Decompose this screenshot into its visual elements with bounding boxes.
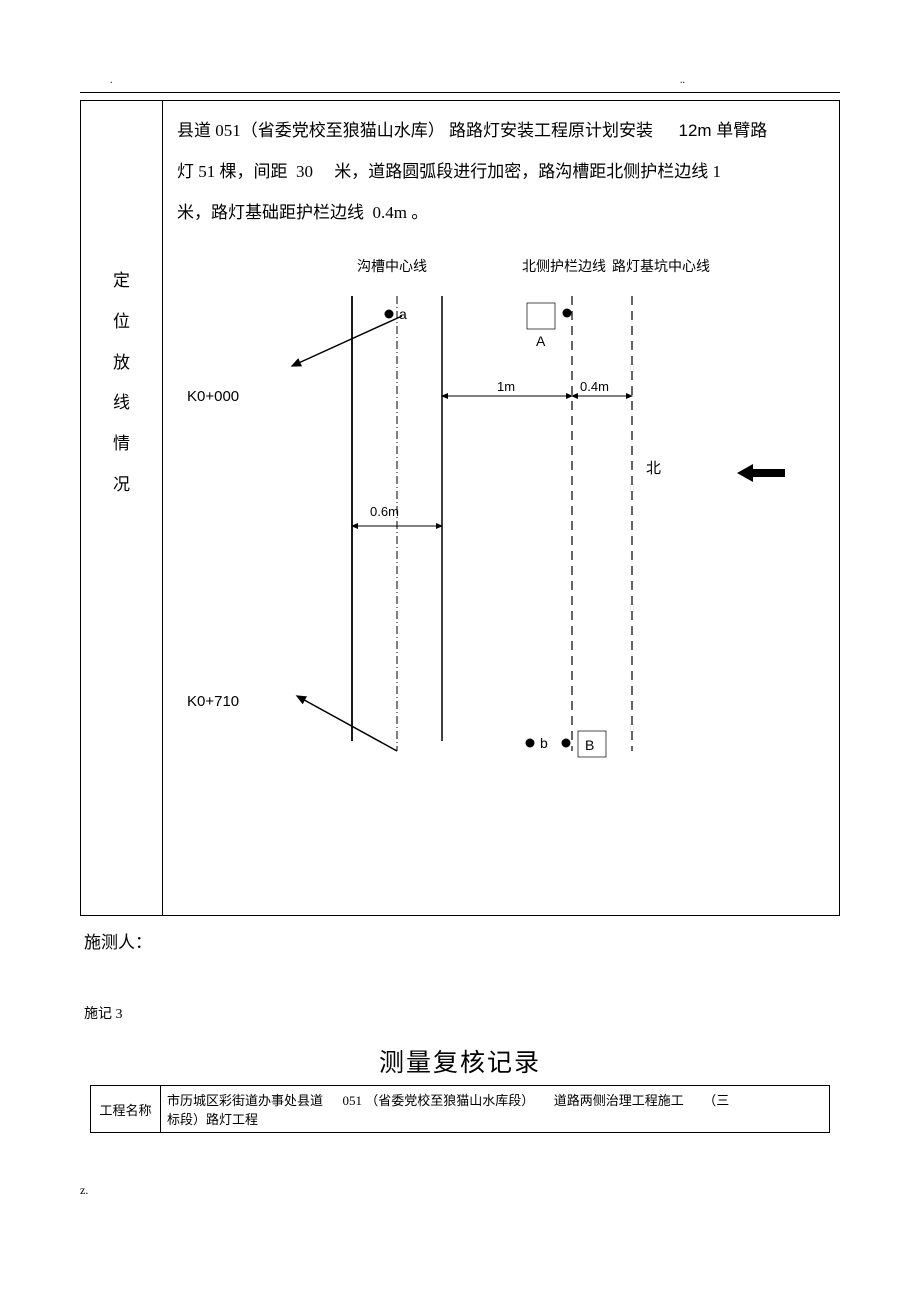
vc2: 位 [81, 302, 162, 343]
desc-p1a: 县道 051（省委党校至狼猫山水库） 路路灯安装工程原计划安装 [177, 121, 653, 140]
tbl2-label: 工程名称 [91, 1086, 161, 1133]
content-cell: 县道 051（省委党校至狼猫山水库） 路路灯安装工程原计划安装 12m 单臂路 … [163, 101, 840, 916]
tbl2-value: 市历城区彩街道办事处县道 051 （省委党校至狼猫山水库段） 道路两侧治理工程施… [161, 1086, 830, 1133]
desc-p3: 米，路灯基础距护栏边线 0.4m 。 [177, 203, 428, 222]
header-rule [80, 92, 840, 93]
record-table: 工程名称 市历城区彩街道办事处县道 051 （省委党校至狼猫山水库段） 道路两侧… [90, 1085, 830, 1133]
diagram: 沟槽中心线 北侧护栏边线路灯基坑中心线 K0+000 K0+710 1m 0.4m 0.6m… [177, 241, 817, 771]
description-text: 县道 051（省委党校至狼猫山水库） 路路灯安装工程原计划安装 12m 单臂路 … [177, 111, 825, 233]
tbl2-ve: 标段）路灯工程 [167, 1112, 258, 1127]
header-dot-left: . [110, 75, 113, 86]
header-dot-right: .. [680, 75, 685, 86]
diagram-svg: 沟槽中心线 北侧护栏边线路灯基坑中心线 K0+000 K0+710 1m 0.4m 0.6m… [177, 241, 817, 771]
svg-text:0.4m: 0.4m [580, 379, 609, 394]
shiji-label: 施记 3 [84, 1003, 840, 1023]
desc-p1b: 12m 单臂路 [679, 121, 768, 140]
tbl2-vd: （三 [703, 1093, 729, 1108]
desc-p2b: 米，道路圆弧段进行加密，路沟槽距北侧护栏边线 1 [334, 162, 721, 181]
vc3: 放 [81, 343, 162, 384]
svg-text:K0+000: K0+000 [187, 388, 239, 405]
svg-text:北侧护栏边线: 北侧护栏边线 [522, 258, 606, 274]
tbl2-va: 市历城区彩街道办事处县道 [167, 1093, 323, 1108]
title-2: 测量复核记录 [80, 1043, 840, 1079]
vc1: 定 [81, 261, 162, 302]
main-table: 定 位 放 线 情 况 县道 051（省委党校至狼猫山水库） 路路灯安装工程原计… [80, 100, 840, 916]
vertical-label: 定 位 放 线 情 况 [81, 261, 162, 506]
svg-text:K0+710: K0+710 [187, 693, 239, 710]
tbl2-vc: 道路两侧治理工程施工 [554, 1093, 684, 1108]
row-label-cell: 定 位 放 线 情 况 [81, 101, 163, 916]
tbl2-vb: 051 （省委党校至狼猫山水库段） [343, 1093, 535, 1108]
svg-text:A: A [536, 333, 546, 349]
footer-z: z. [80, 1183, 840, 1198]
svg-text:B: B [585, 737, 594, 753]
svg-text:b: b [540, 735, 548, 751]
svg-text:a: a [399, 306, 407, 322]
vc5: 情 [81, 424, 162, 465]
svg-text:北: 北 [646, 460, 661, 477]
svg-text:0.6m: 0.6m [370, 504, 399, 519]
svg-text:沟槽中心线: 沟槽中心线 [357, 258, 427, 274]
vc4: 线 [81, 383, 162, 424]
svg-text:路灯基坑中心线: 路灯基坑中心线 [612, 258, 710, 274]
vc6: 况 [81, 465, 162, 506]
svg-text:1m: 1m [497, 379, 515, 394]
surveyor-label: 施测人： [84, 928, 840, 953]
desc-p2a: 灯 51 棵，间距 30 [177, 162, 313, 181]
